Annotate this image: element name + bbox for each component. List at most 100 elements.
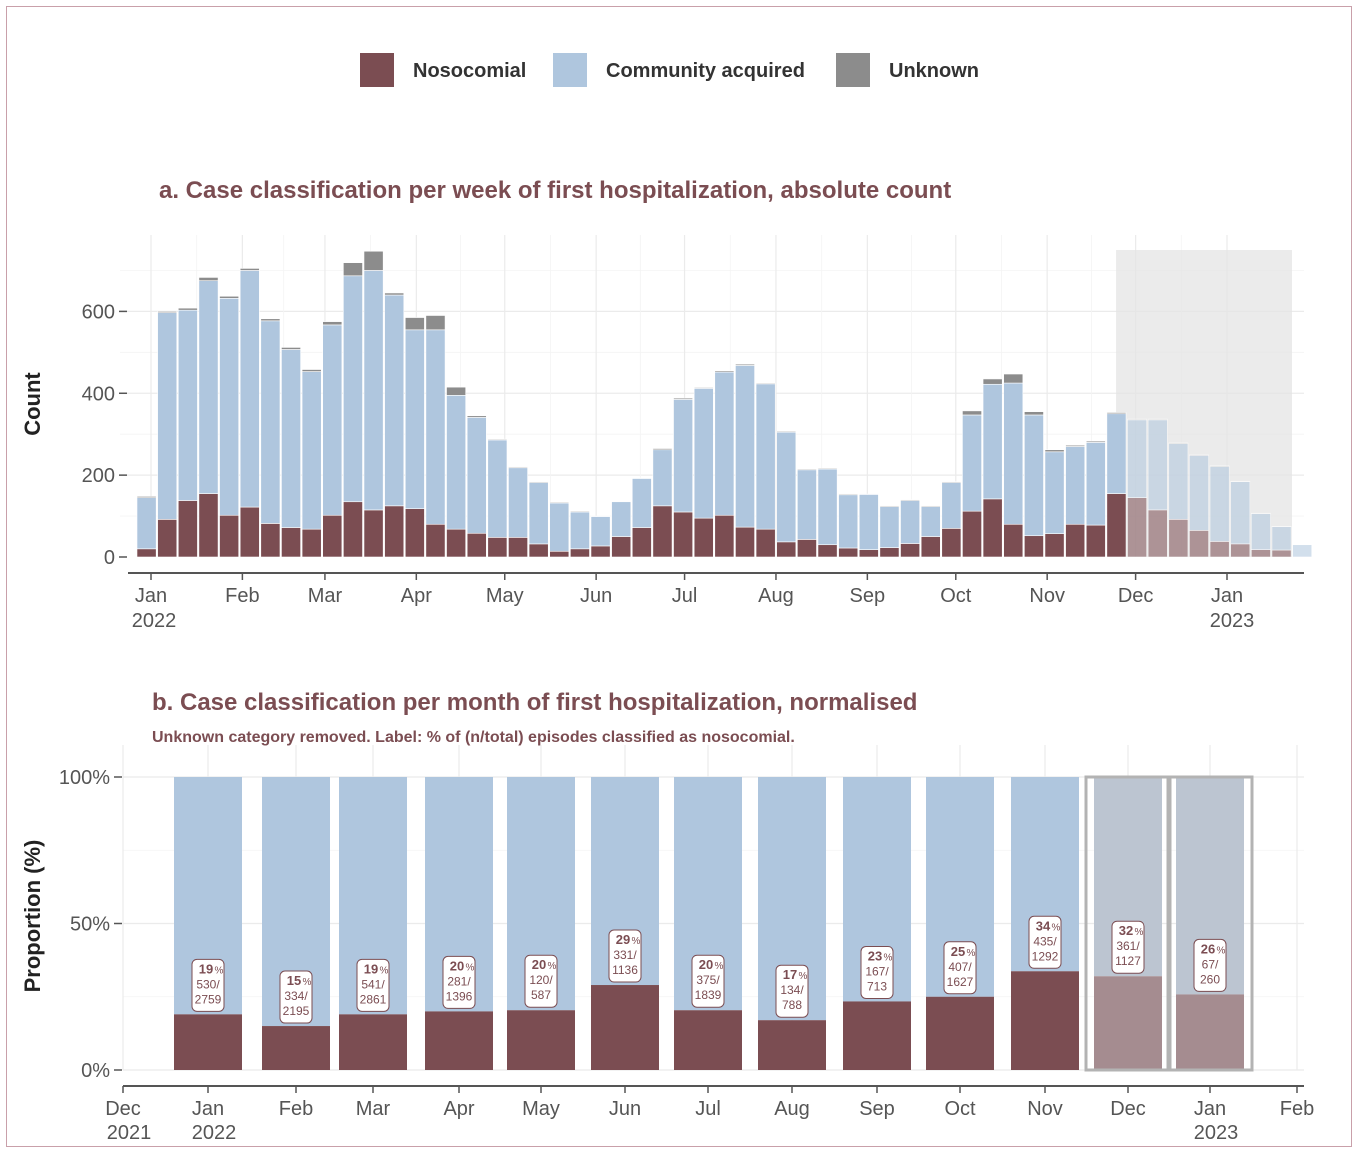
x-tick-label: Sep (859, 1098, 895, 1120)
bar-nosocomial (322, 514, 343, 558)
bar-community-acquired (652, 449, 673, 507)
bar-nosocomial (177, 500, 198, 558)
data-label-total: 2195 (283, 1004, 310, 1018)
bar-community-acquired (219, 298, 240, 516)
bar-community-acquired (1003, 382, 1024, 525)
bar-community-acquired (1085, 442, 1106, 526)
bar-nosocomial (838, 547, 859, 558)
bar-unknown (198, 277, 219, 281)
x-tick-label: Oct (940, 585, 972, 607)
bar-unknown (136, 496, 157, 498)
legend-key-unknown (836, 53, 870, 87)
bar-unknown (404, 317, 425, 331)
x-tick-sublabel: 2022 (192, 1122, 237, 1144)
bar-community-acquired (693, 388, 714, 519)
data-label-total: 1292 (1032, 949, 1059, 963)
bar-community-acquired (198, 280, 219, 494)
data-label-total: 260 (1200, 972, 1220, 986)
data-label-n: 120/ (529, 973, 553, 987)
y-tick-label: 200 (82, 465, 115, 487)
bar-nosocomial (1168, 519, 1189, 558)
bar-nosocomial (652, 505, 673, 558)
data-label-box (943, 941, 977, 995)
legend-label-unknown: Unknown (889, 60, 979, 82)
bar-nosocomial (797, 539, 817, 558)
bar-unknown (838, 493, 859, 496)
bar-nosocomial (136, 548, 157, 558)
bar-unknown (817, 467, 838, 470)
data-label-n: 67/ (1202, 957, 1219, 971)
bar-community-acquired (1147, 419, 1168, 511)
legend-label-community: Community acquired (606, 60, 805, 82)
bar-nosocomial (281, 527, 301, 558)
x-tick-label: May (486, 585, 524, 607)
bar-unknown (755, 382, 776, 385)
provisional-outline (1166, 775, 1254, 1072)
bar-community-acquired (1292, 544, 1313, 558)
data-label-total: 1136 (612, 963, 638, 977)
panel-b-title: b. Case classification per month of firs… (152, 689, 917, 716)
bar-unknown (776, 431, 797, 433)
data-label-n: 331/ (613, 948, 637, 962)
x-tick-label: Dec (1110, 1098, 1146, 1120)
bar-unknown (322, 321, 343, 326)
bar-community-acquired (487, 439, 508, 538)
bar-nosocomial (239, 506, 260, 558)
bar-unknown (962, 410, 982, 416)
data-label-pct-sign: % (215, 965, 224, 976)
data-label-box (524, 954, 558, 1008)
bar-nosocomial (817, 544, 838, 558)
bar-unknown (549, 501, 570, 504)
bar-community-acquired (590, 516, 611, 547)
x-tick-label: Sep (850, 585, 886, 607)
bar-unknown (219, 295, 240, 299)
bar-nosocomial (673, 511, 693, 558)
bar-nosocomial (962, 510, 982, 558)
x-tick-label: Dec (105, 1098, 141, 1120)
bar-nosocomial (219, 514, 240, 558)
bar-unknown (384, 292, 405, 296)
bar-community-acquired (1127, 419, 1147, 498)
data-label-pct: 32 (1119, 923, 1133, 938)
bar-unknown (508, 466, 528, 469)
x-tick-label: Aug (774, 1098, 810, 1120)
panel-a-title: a. Case classification per week of first… (159, 177, 951, 204)
bar-nosocomial (549, 550, 570, 558)
data-label-total: 2861 (360, 992, 387, 1006)
bar-community-acquired (446, 395, 467, 530)
data-label-pct-sign: % (715, 961, 724, 972)
x-tick-label: Jan (1194, 1098, 1226, 1120)
bar-unknown (528, 481, 549, 483)
bar-unknown (446, 386, 467, 396)
bar-community-acquired (239, 270, 260, 508)
bar-nosocomial (631, 527, 652, 558)
bar-unknown (363, 250, 384, 271)
bar-community-acquired (631, 478, 652, 528)
bar-unknown (1147, 418, 1168, 421)
bar-community-acquired (1271, 526, 1292, 551)
x-tick-label: Jun (609, 1098, 641, 1120)
bar-community-acquired (776, 431, 797, 543)
bar-community-acquired (549, 502, 570, 552)
data-label-n: 334/ (284, 989, 308, 1003)
bar-nosocomial (1271, 549, 1292, 558)
bar-unknown (1189, 454, 1209, 456)
data-label-box (860, 945, 894, 999)
bar-nosocomial (1044, 533, 1065, 558)
bar-community-acquired (817, 468, 838, 546)
x-tick-label: Dec (1118, 585, 1154, 607)
bar-nosocomial (1024, 535, 1044, 558)
bar-unknown (157, 311, 178, 313)
bar-nosocomial (714, 514, 735, 558)
bar-community-acquired (879, 506, 900, 548)
bar-nosocomial (404, 508, 425, 558)
data-label-total: 2759 (195, 992, 222, 1006)
bar-community-acquired (735, 365, 755, 528)
bar-nosocomial (157, 519, 178, 558)
bar-community-acquired (838, 494, 859, 549)
data-label-total: 1396 (446, 989, 473, 1003)
x-tick-label: Mar (356, 1098, 391, 1120)
bar-nosocomial (446, 528, 467, 558)
bar-nosocomial (1251, 549, 1271, 558)
